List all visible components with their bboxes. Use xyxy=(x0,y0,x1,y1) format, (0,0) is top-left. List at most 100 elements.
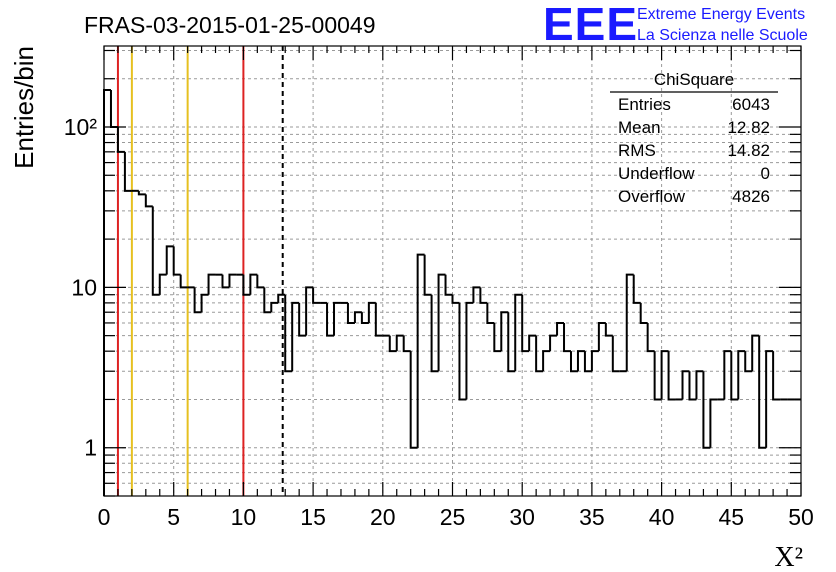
y-tick-label: 1 xyxy=(84,435,97,461)
histogram-bin xyxy=(298,302,307,337)
x-tick-label: 45 xyxy=(719,504,745,530)
histogram-bin xyxy=(395,334,404,352)
histogram-bin xyxy=(542,350,551,372)
histogram-bin xyxy=(646,322,655,353)
histogram-bin xyxy=(346,302,355,324)
histogram-bin xyxy=(765,350,774,448)
logo-line-2: La Scienza nelle Scuole xyxy=(637,27,808,44)
histogram-bin xyxy=(242,274,251,296)
reference-lines-layer xyxy=(116,46,284,496)
histogram-bin xyxy=(702,371,711,449)
eee-logo: EEE Extreme Energy Events La Scienza nel… xyxy=(543,0,808,50)
x-tick-label: 20 xyxy=(370,504,396,530)
histogram-bin xyxy=(486,302,495,324)
histogram-bin xyxy=(604,322,613,337)
histogram-bin xyxy=(270,301,279,313)
axis-ticks-layer xyxy=(103,46,802,497)
stats-row-value: 14.82 xyxy=(727,141,770,160)
histogram-bin xyxy=(583,351,592,373)
x-tick-label: 50 xyxy=(788,504,814,530)
histogram-bin xyxy=(472,286,481,303)
histogram-bin xyxy=(416,253,425,448)
histogram-bin xyxy=(284,294,293,373)
x-tick-label: 30 xyxy=(509,504,535,530)
histogram-bin xyxy=(353,311,362,323)
histogram-bin xyxy=(172,246,181,276)
eee-logo-mark: EEE xyxy=(543,0,638,50)
stats-row-label: Underflow xyxy=(618,164,695,183)
logo-line-1: Extreme Energy Events xyxy=(637,6,805,23)
histogram-bin xyxy=(312,287,321,304)
histogram-bin xyxy=(228,273,237,288)
histogram-bin xyxy=(367,301,376,323)
histogram-bin xyxy=(563,322,571,353)
x-tick-label: 35 xyxy=(579,504,605,530)
histogram-bin xyxy=(479,287,488,304)
histogram-bin xyxy=(221,274,230,289)
tick-labels-layer: 0 5 10 15 20 25 30 35 40 45 50 1 10 10² xyxy=(64,114,814,530)
grid-layer xyxy=(104,46,801,496)
histogram-bin xyxy=(409,351,418,449)
histogram-bin xyxy=(653,351,662,401)
histogram-bin xyxy=(326,302,335,337)
stats-title: ChiSquare xyxy=(654,70,734,89)
x-axis-label: X² xyxy=(774,542,803,572)
stats-row-value: 6043 xyxy=(732,95,770,114)
stats-row-label: RMS xyxy=(618,141,656,160)
histogram-bin xyxy=(402,335,411,353)
histogram-bin xyxy=(137,190,146,196)
x-tick-label: 15 xyxy=(300,504,326,530)
histogram-bin xyxy=(556,321,565,336)
histogram-bin xyxy=(291,301,300,372)
histogram-bin xyxy=(305,286,314,336)
histogram-bin xyxy=(681,370,690,400)
histogram-bin xyxy=(256,274,265,289)
histogram-bin xyxy=(758,335,767,449)
x-tick-label: 10 xyxy=(231,504,257,530)
histogram-bin xyxy=(193,287,202,314)
histogram-bin xyxy=(667,351,676,401)
histogram-bin xyxy=(388,335,397,353)
histogram-bin xyxy=(514,293,523,372)
y-tick-label: 10² xyxy=(64,114,98,140)
histogram-bin xyxy=(500,311,509,352)
histogram-bin xyxy=(639,302,648,324)
histogram-bin xyxy=(709,398,718,448)
histogram-bin xyxy=(751,334,760,372)
histogram-bin xyxy=(660,350,669,400)
histogram-bin xyxy=(521,294,530,353)
x-tick-label: 25 xyxy=(440,504,466,530)
histogram-bin xyxy=(730,351,739,401)
histogram-bin xyxy=(590,350,599,372)
stats-rows: Entries 6043 Mean 12.82 RMS 14.82 Underflow 0 Ov… xyxy=(618,95,770,206)
y-tick-label: 10 xyxy=(71,274,97,300)
histogram-bin xyxy=(695,370,704,400)
histogram-bin xyxy=(207,273,216,295)
histogram-bin xyxy=(723,350,732,400)
histogram-bin xyxy=(744,351,753,373)
stats-box: ChiSquare Entries 6043 Mean 12.82 RMS 14.82 Un… xyxy=(610,70,778,206)
histogram-bin xyxy=(151,206,160,296)
x-tick-label: 40 xyxy=(649,504,675,530)
histogram-bin xyxy=(611,335,620,373)
histogram-bin xyxy=(576,350,585,372)
histogram-bin xyxy=(179,274,188,289)
histogram-bin xyxy=(423,254,432,296)
chart-title: FRAS-03-2015-01-25-00049 xyxy=(84,12,376,38)
histogram-bin xyxy=(569,351,578,373)
histogram-bin xyxy=(277,293,286,303)
stats-row-label: Overflow xyxy=(618,187,686,206)
histogram-bin xyxy=(360,312,369,324)
histogram-bin xyxy=(109,90,118,129)
x-tick-label: 0 xyxy=(98,504,111,530)
stats-row-label: Entries xyxy=(618,95,671,114)
histogram-bin xyxy=(632,274,641,304)
histogram-bin xyxy=(374,302,383,337)
histogram-bin xyxy=(165,245,174,275)
histogram-bin xyxy=(103,89,111,496)
histogram-bin xyxy=(597,321,606,352)
histogram-bin xyxy=(249,273,258,295)
histogram-bin xyxy=(625,273,634,372)
